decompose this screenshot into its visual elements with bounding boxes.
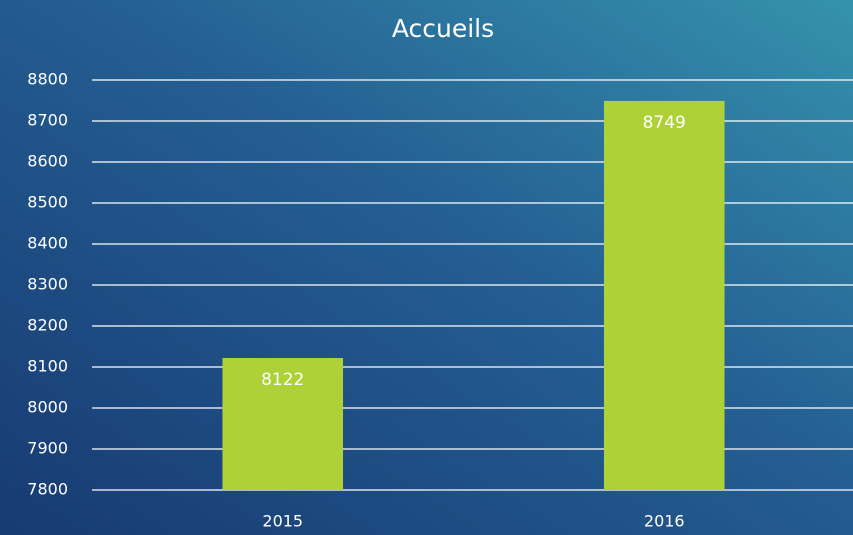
y-tick-label: 8000 [27,398,68,417]
y-tick-label: 8200 [27,316,68,335]
data-label: 8749 [643,113,686,133]
bar [222,357,344,490]
x-tick-label: 2016 [644,512,685,531]
y-tick-label: 8500 [27,193,68,212]
y-tick-label: 8600 [27,152,68,171]
chart-title: Accueils [392,14,494,43]
y-tick-label: 7800 [27,480,68,499]
y-tick-label: 8300 [27,275,68,294]
data-label: 8122 [261,370,304,390]
y-tick-label: 8100 [27,357,68,376]
y-tick-label: 8700 [27,111,68,130]
y-tick-label: 7900 [27,439,68,458]
y-tick-label: 8400 [27,234,68,253]
x-tick-label: 2015 [262,512,303,531]
y-tick-label: 8800 [27,70,68,89]
bar [603,100,725,490]
